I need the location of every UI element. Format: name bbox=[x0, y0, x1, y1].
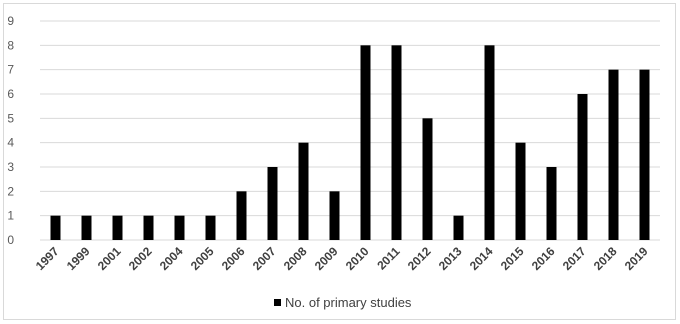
bar bbox=[360, 45, 371, 241]
bar bbox=[50, 215, 61, 240]
x-tick-label: 2008 bbox=[281, 244, 310, 273]
y-tick-label: 0 bbox=[7, 233, 14, 247]
x-tick-label: 2013 bbox=[436, 244, 465, 273]
x-tick-label: 2011 bbox=[374, 244, 403, 273]
x-tick-label: 2009 bbox=[312, 244, 341, 273]
bar bbox=[546, 167, 557, 240]
chart-frame bbox=[3, 3, 676, 320]
legend: No. of primary studies bbox=[274, 295, 412, 310]
x-tick-label: 1997 bbox=[33, 244, 62, 273]
y-tick-label: 6 bbox=[7, 87, 14, 101]
bar bbox=[577, 94, 588, 240]
y-tick-label: 7 bbox=[7, 63, 14, 77]
x-tick-label: 2010 bbox=[343, 244, 372, 273]
bar bbox=[608, 69, 619, 241]
bar bbox=[81, 215, 92, 240]
bar bbox=[267, 167, 278, 240]
x-tick-label: 2019 bbox=[622, 244, 651, 273]
x-tick-label: 2001 bbox=[95, 244, 124, 273]
bar bbox=[391, 45, 402, 241]
bar bbox=[205, 215, 216, 240]
x-tick-label: 2012 bbox=[405, 244, 434, 273]
bar bbox=[329, 191, 340, 240]
y-tick-label: 1 bbox=[7, 209, 14, 223]
x-tick-label: 2004 bbox=[157, 244, 186, 273]
bar bbox=[298, 142, 309, 240]
x-tick-label: 2015 bbox=[498, 244, 527, 273]
bar bbox=[236, 191, 247, 240]
x-tick-label: 2014 bbox=[467, 244, 496, 273]
x-tick-label: 2016 bbox=[529, 244, 558, 273]
x-tick-label: 2002 bbox=[126, 244, 155, 273]
x-tick-label: 2017 bbox=[560, 244, 589, 273]
x-tick-label: 2006 bbox=[219, 244, 248, 273]
y-tick-label: 9 bbox=[7, 14, 14, 28]
bar bbox=[453, 215, 464, 240]
x-tick-label: 2018 bbox=[591, 244, 620, 273]
bar bbox=[174, 215, 185, 240]
x-tick-label: 2007 bbox=[250, 244, 279, 273]
bar bbox=[422, 118, 433, 240]
bar bbox=[143, 215, 154, 240]
x-tick-label: 1999 bbox=[64, 244, 93, 273]
x-axis-ticks: 1997 1999 2001 2002 2004 2005 2006 2007 2008 2009… bbox=[33, 244, 651, 273]
bar bbox=[639, 69, 650, 241]
y-axis-ticks: 0 1 2 3 4 5 6 7 8 9 bbox=[7, 14, 14, 247]
y-tick-label: 5 bbox=[7, 111, 14, 125]
y-tick-label: 4 bbox=[7, 136, 14, 150]
y-tick-label: 3 bbox=[7, 160, 14, 174]
legend-label: No. of primary studies bbox=[285, 295, 412, 310]
bars bbox=[50, 45, 650, 241]
gridlines bbox=[40, 20, 660, 241]
bar bbox=[515, 142, 526, 240]
bar bbox=[484, 45, 495, 241]
y-tick-label: 2 bbox=[7, 184, 14, 198]
x-tick-label: 2005 bbox=[188, 244, 217, 273]
bar bbox=[112, 215, 123, 240]
y-tick-label: 8 bbox=[7, 38, 14, 52]
legend-swatch bbox=[274, 299, 281, 306]
